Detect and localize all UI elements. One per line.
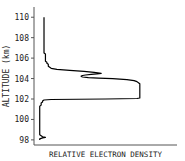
x-axis-line — [34, 145, 177, 146]
x-axis-label: RELATIVE ELECTRON DENSITY — [49, 150, 162, 159]
y-tick-label: 100 — [15, 115, 30, 124]
y-tick-label: 106 — [15, 54, 30, 63]
y-axis-line — [34, 7, 35, 145]
y-axis-label: ALTITUDE (km) — [2, 45, 11, 108]
y-tick-label: 104 — [15, 75, 30, 84]
y-tick-label: 108 — [15, 34, 30, 43]
plot-area — [40, 17, 140, 140]
y-axis: 98 100 102 104 106 108 110 — [15, 13, 34, 145]
y-tick-label: 110 — [15, 13, 30, 22]
chart: 98 100 102 104 106 108 110 RELATIVE ELECTRON DE… — [0, 0, 185, 161]
y-tick-label: 102 — [15, 95, 30, 104]
y-tick-label: 98 — [19, 136, 29, 145]
density-line — [40, 17, 140, 140]
